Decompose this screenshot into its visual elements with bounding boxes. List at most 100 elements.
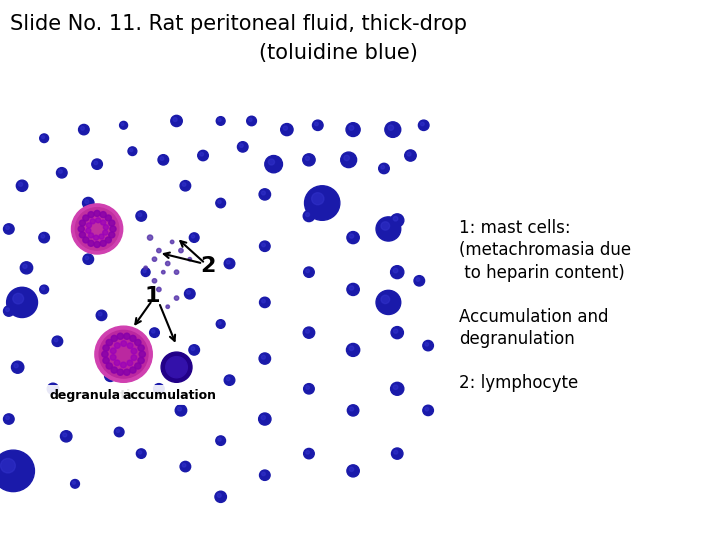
Circle shape (50, 386, 53, 389)
Circle shape (104, 370, 116, 381)
Circle shape (103, 345, 109, 351)
Circle shape (425, 342, 428, 346)
Circle shape (368, 313, 415, 359)
Circle shape (158, 154, 168, 165)
Circle shape (305, 156, 310, 160)
Circle shape (94, 170, 193, 266)
Circle shape (267, 183, 326, 240)
Circle shape (95, 326, 152, 382)
Circle shape (85, 200, 89, 204)
Circle shape (156, 386, 159, 389)
Circle shape (35, 307, 73, 345)
Circle shape (347, 284, 359, 295)
Text: to heparin content): to heparin content) (459, 264, 625, 282)
Circle shape (114, 343, 120, 348)
Circle shape (180, 461, 191, 472)
Circle shape (4, 414, 14, 424)
Circle shape (349, 467, 354, 471)
Text: Slide No. 11. Rat peritoneal fluid, thick-drop: Slide No. 11. Rat peritoneal fluid, thic… (10, 14, 467, 33)
Circle shape (305, 329, 310, 333)
Circle shape (226, 260, 230, 264)
Circle shape (393, 217, 398, 221)
Circle shape (121, 341, 127, 346)
Circle shape (114, 360, 120, 366)
Circle shape (103, 357, 109, 363)
Circle shape (194, 202, 264, 271)
Circle shape (88, 240, 94, 246)
Circle shape (103, 230, 108, 235)
Circle shape (180, 180, 191, 191)
Circle shape (407, 152, 411, 156)
Circle shape (83, 215, 89, 221)
Circle shape (392, 448, 403, 459)
Circle shape (88, 430, 213, 540)
Circle shape (261, 299, 266, 303)
Circle shape (315, 122, 318, 126)
Text: degranulation: degranulation (50, 389, 148, 402)
Circle shape (100, 212, 107, 218)
Circle shape (303, 211, 315, 221)
Circle shape (71, 480, 79, 488)
Circle shape (247, 216, 284, 252)
Circle shape (182, 183, 186, 186)
Circle shape (1, 458, 15, 473)
Circle shape (349, 286, 354, 290)
Circle shape (306, 386, 310, 389)
Circle shape (216, 320, 225, 328)
Circle shape (175, 405, 186, 416)
Circle shape (171, 240, 174, 244)
Circle shape (127, 343, 133, 348)
Circle shape (88, 212, 94, 218)
Circle shape (281, 124, 293, 136)
Circle shape (107, 373, 111, 376)
Circle shape (106, 363, 112, 369)
Circle shape (40, 134, 48, 143)
Circle shape (178, 407, 181, 411)
Circle shape (96, 218, 101, 223)
Circle shape (247, 116, 256, 126)
Circle shape (6, 308, 9, 312)
Text: Accumulation and: Accumulation and (459, 308, 609, 326)
Circle shape (138, 213, 142, 217)
Circle shape (99, 312, 102, 316)
Circle shape (0, 67, 94, 193)
Circle shape (248, 118, 252, 122)
Circle shape (109, 220, 114, 226)
Circle shape (124, 333, 130, 339)
Text: 1: mast cells:: 1: mast cells: (459, 219, 571, 237)
Circle shape (184, 288, 195, 299)
Circle shape (394, 450, 397, 454)
Circle shape (259, 353, 271, 364)
Circle shape (347, 405, 359, 416)
Circle shape (111, 367, 117, 373)
Circle shape (42, 287, 45, 290)
Circle shape (141, 268, 150, 276)
Circle shape (138, 345, 144, 351)
Circle shape (135, 340, 141, 346)
Circle shape (347, 465, 359, 477)
Circle shape (349, 346, 354, 350)
Circle shape (120, 122, 127, 129)
Circle shape (136, 449, 146, 458)
Circle shape (265, 156, 282, 173)
Circle shape (83, 198, 94, 208)
Circle shape (166, 305, 169, 308)
Circle shape (0, 427, 47, 514)
Circle shape (363, 395, 438, 469)
Circle shape (20, 262, 32, 274)
Circle shape (96, 310, 107, 321)
Circle shape (89, 233, 94, 238)
Circle shape (150, 328, 159, 338)
Circle shape (224, 375, 235, 386)
Circle shape (217, 438, 221, 441)
Circle shape (174, 270, 179, 274)
Circle shape (73, 481, 76, 484)
Circle shape (41, 234, 45, 238)
Circle shape (368, 108, 462, 199)
Circle shape (79, 232, 86, 238)
Circle shape (176, 397, 306, 523)
Circle shape (189, 233, 199, 242)
Circle shape (226, 377, 230, 381)
Circle shape (161, 271, 165, 274)
Circle shape (157, 248, 161, 253)
